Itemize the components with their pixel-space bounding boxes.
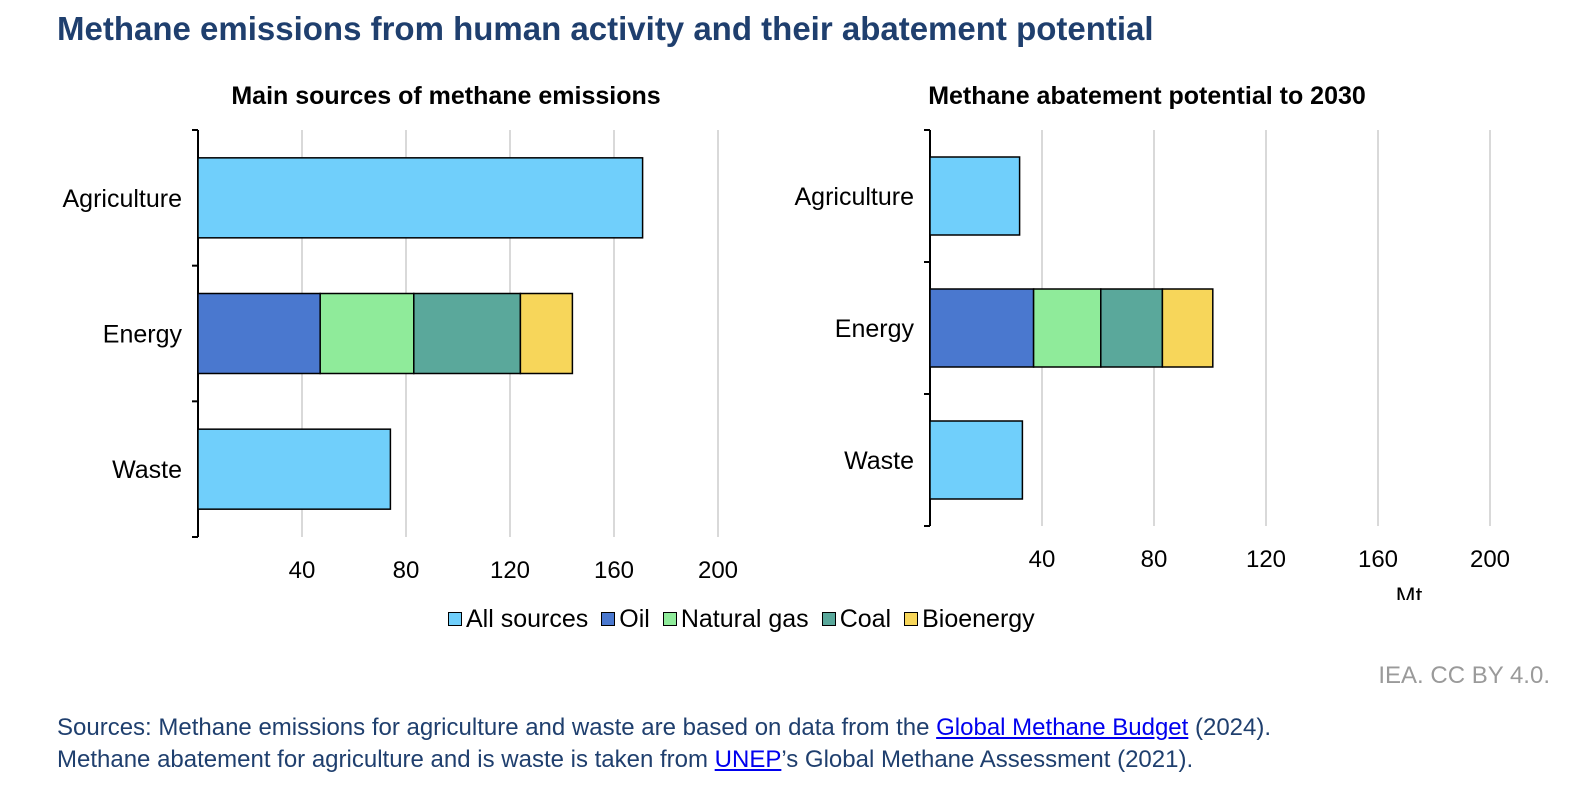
- global-methane-budget-link[interactable]: Global Methane Budget: [936, 714, 1189, 741]
- category-label: Energy: [103, 321, 183, 349]
- legend-swatch: [662, 612, 677, 626]
- x-tick-label: 40: [289, 557, 316, 584]
- x-tick-label: 80: [393, 557, 420, 584]
- legend-label: Coal: [839, 604, 892, 633]
- sources-line-2: Methane abatement for agriculture and is…: [57, 744, 1271, 776]
- x-axis-label: Mt: [1396, 583, 1423, 600]
- bar-segment-coal: [1100, 288, 1164, 368]
- bar-segment-bioenergy: [1161, 288, 1214, 368]
- x-tick-label: 40: [1029, 546, 1056, 573]
- legend-swatch: [821, 612, 836, 626]
- bar-segment-natural-gas: [319, 292, 415, 375]
- x-tick-label: 200: [698, 557, 738, 584]
- sources-text: (2024).: [1188, 714, 1272, 741]
- bar-segment-all-sources: [929, 156, 1021, 236]
- legend-swatch: [448, 612, 462, 626]
- category-label: Agriculture: [795, 183, 915, 211]
- x-tick-label: 80: [1141, 546, 1168, 573]
- sources-text: Sources: Methane emissions for agricultu…: [57, 714, 937, 741]
- legend-swatch: [904, 612, 919, 626]
- sources-text: ’s Global Methane Assessment (2021).: [781, 746, 1194, 773]
- bar-segment-oil: [197, 292, 321, 375]
- chart-abatement-potential: Methane abatement potential to 2030 40 80 1…: [795, 82, 1511, 600]
- page-title: Methane emissions from human activity an…: [57, 10, 1154, 47]
- credit-label: IEA. CC BY 4.0.: [1378, 662, 1550, 689]
- charts-canvas: Main sources of methane emissions 40 80 120…: [63, 82, 1511, 600]
- category-label: Energy: [835, 315, 915, 343]
- legend: All sources Oil Natural gas Coal Bioenergy: [448, 603, 1048, 635]
- sources-note: Sources: Methane emissions for agricultu…: [57, 712, 1271, 776]
- bar-segment-coal: [413, 292, 522, 375]
- legend-label: Oil: [619, 604, 650, 633]
- x-tick-label: 120: [490, 557, 530, 584]
- category-label: Waste: [844, 447, 914, 475]
- chart-title: Methane abatement potential to 2030: [928, 82, 1366, 110]
- legend-item: Bioenergy: [904, 605, 1035, 634]
- bar-segment-all-sources: [929, 420, 1024, 500]
- legend-swatch: [601, 612, 616, 626]
- x-tick-label: 200: [1470, 546, 1510, 573]
- x-tick-label: 160: [1358, 546, 1398, 573]
- legend-label: Bioenergy: [922, 604, 1035, 633]
- legend-item: All sources: [448, 605, 588, 634]
- x-tick-label: 120: [1246, 546, 1286, 573]
- x-tick-label: 160: [594, 557, 634, 584]
- category-label: Agriculture: [63, 185, 183, 213]
- legend-item: Coal: [821, 604, 892, 634]
- category-label: Waste: [112, 456, 182, 484]
- bar-segment-bioenergy: [519, 292, 574, 375]
- sources-line-1: Sources: Methane emissions for agricultu…: [57, 712, 1271, 744]
- unep-link[interactable]: UNEP: [714, 746, 782, 773]
- legend-item: Oil: [601, 605, 650, 634]
- legend-item: Natural gas: [662, 604, 809, 634]
- chart-title: Main sources of methane emissions: [231, 82, 660, 110]
- bar-segment-all-sources: [197, 428, 392, 510]
- chart-main-sources: Main sources of methane emissions 40 80 120…: [63, 82, 739, 584]
- legend-label: Natural gas: [680, 604, 809, 633]
- bar-segment-all-sources: [197, 157, 644, 239]
- sources-text: Methane abatement for agriculture and is…: [57, 746, 715, 773]
- bar-segment-natural-gas: [1032, 288, 1102, 368]
- legend-label: All sources: [466, 604, 589, 633]
- bar-segment-oil: [929, 288, 1035, 368]
